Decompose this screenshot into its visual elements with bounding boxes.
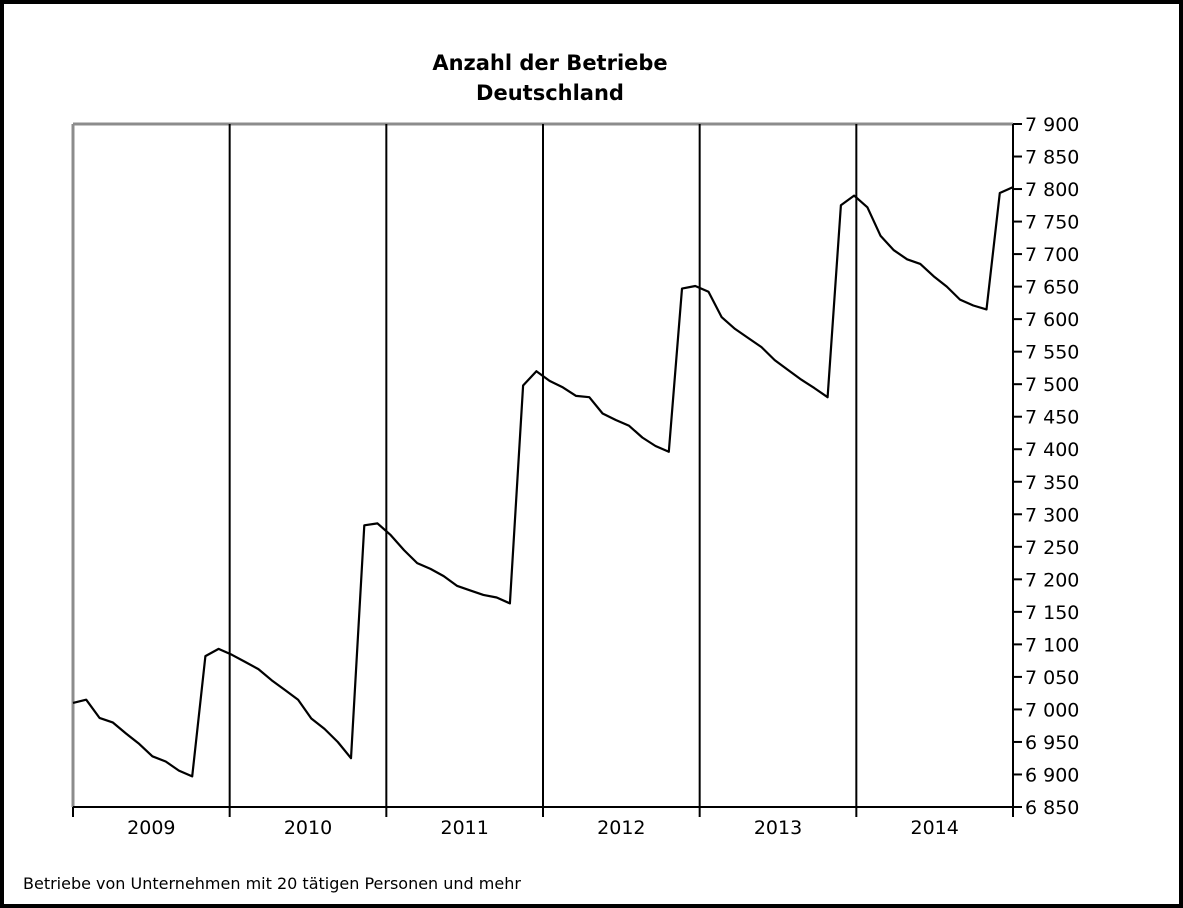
series-line <box>72 186 1014 778</box>
y-tick-label: 7 900 <box>1025 114 1079 136</box>
x-tick-label: 2009 <box>127 817 175 839</box>
y-tick-label: 7 700 <box>1025 244 1079 266</box>
x-tick-label: 2012 <box>597 817 645 839</box>
y-tick-label: 7 750 <box>1025 212 1079 234</box>
chart-title: Anzahl der Betriebe <box>432 51 668 75</box>
y-tick-label: 7 150 <box>1025 602 1079 624</box>
x-tick-label: 2013 <box>754 817 802 839</box>
y-tick-label: 7 400 <box>1025 439 1079 461</box>
x-tick-label: 2011 <box>440 817 488 839</box>
y-tick-label: 7 050 <box>1025 667 1079 689</box>
y-tick-label: 6 850 <box>1025 797 1079 819</box>
y-tick-label: 7 250 <box>1025 537 1079 559</box>
y-tick-label: 7 800 <box>1025 179 1079 201</box>
chart-subtitle: Deutschland <box>476 81 624 105</box>
y-tick-label: 7 000 <box>1025 699 1079 721</box>
y-tick-label: 7 650 <box>1025 277 1079 299</box>
y-tick-label: 6 900 <box>1025 764 1079 786</box>
chart-footnote: Betriebe von Unternehmen mit 20 tätigen … <box>23 874 521 893</box>
y-tick-label: 7 550 <box>1025 342 1079 364</box>
chart-title-block: Anzahl der Betriebe Deutschland <box>320 48 780 108</box>
y-tick-label: 7 600 <box>1025 309 1079 331</box>
y-tick-label: 7 850 <box>1025 147 1079 169</box>
y-tick-label: 7 200 <box>1025 569 1079 591</box>
x-tick-label: 2014 <box>910 817 958 839</box>
y-tick-label: 7 100 <box>1025 634 1079 656</box>
y-tick-label: 7 350 <box>1025 472 1079 494</box>
y-tick-label: 7 450 <box>1025 407 1079 429</box>
y-tick-label: 7 500 <box>1025 374 1079 396</box>
x-tick-label: 2010 <box>284 817 332 839</box>
y-tick-label: 6 950 <box>1025 732 1079 754</box>
y-tick-label: 7 300 <box>1025 504 1079 526</box>
